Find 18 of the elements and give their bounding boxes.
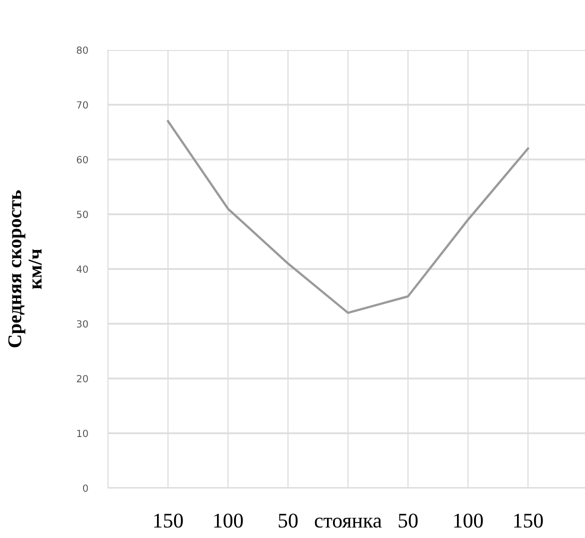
y-tick-label: 0 [83,484,88,492]
y-tick-label: 80 [76,46,88,54]
x-tick-label: 150 [154,514,183,528]
x-tick-label: 100 [454,514,483,528]
x-tick-label: 50 [278,514,298,528]
x-tick-label: стоянка [314,518,382,528]
x-tick-label: 100 [214,514,243,528]
x-tick-label: 50 [398,514,418,528]
y-tick-label: 10 [77,430,88,438]
y-tick-label: 20 [76,374,88,382]
y-tick-label: 40 [76,265,88,273]
y-tick-label: 60 [76,156,88,164]
y-axis-title: Средняя скорость км/ч [8,190,42,348]
y-tick-label: 50 [76,210,88,218]
y-tick-label: 70 [76,101,88,109]
x-tick-label: 150 [514,514,543,528]
line-series [166,120,530,314]
y-tick-label: 30 [76,320,88,328]
